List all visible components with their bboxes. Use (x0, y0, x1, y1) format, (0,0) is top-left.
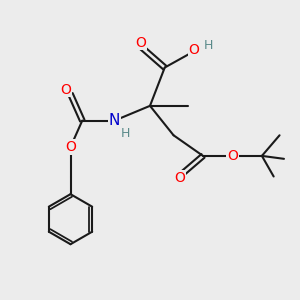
Text: H: H (120, 127, 130, 140)
Text: O: O (227, 149, 238, 163)
Text: O: O (65, 140, 76, 154)
Text: O: O (136, 35, 147, 50)
Text: O: O (174, 171, 185, 185)
Text: H: H (204, 39, 214, 52)
Text: O: O (189, 43, 200, 57)
Text: N: N (109, 113, 120, 128)
Text: O: O (61, 82, 71, 97)
